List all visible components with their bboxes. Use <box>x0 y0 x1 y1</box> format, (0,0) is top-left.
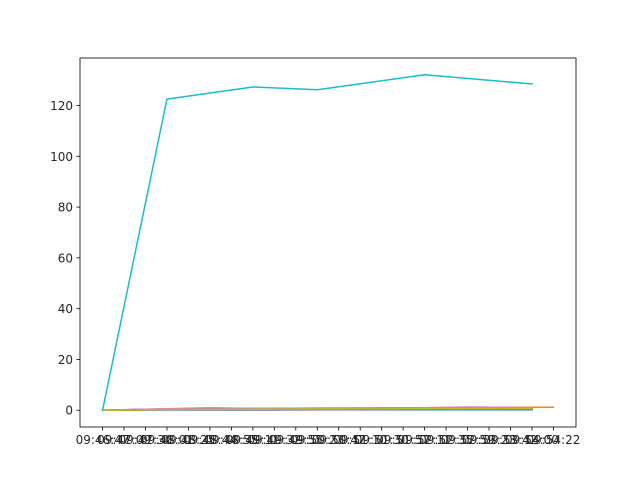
x-tick-label: 09:54:00 <box>505 433 559 447</box>
y-tick-label: 40 <box>58 302 73 316</box>
x-tick-label: 09:50:47 <box>312 433 366 447</box>
y-tick-label: 120 <box>50 99 73 113</box>
x-tick-label: 09:47:09 <box>97 433 151 447</box>
axes-layer: 02040608010012009:46:4709:47:0909:47:300… <box>50 57 581 447</box>
x-tick-label: 09:47:30 <box>119 433 173 447</box>
x-tick-label: 09:51:57 <box>376 433 430 447</box>
y-tick-label: 80 <box>58 201 73 215</box>
y-tick-label: 100 <box>50 150 73 164</box>
y-tick-label: 0 <box>65 404 73 418</box>
x-tick-label: 09:48:01 <box>140 433 194 447</box>
x-tick-label: 09:48:55 <box>204 433 258 447</box>
x-tick-label: 09:53:23 <box>462 433 516 447</box>
x-tick-label: 09:46:47 <box>76 433 130 447</box>
x-tick-label: 09:49:55 <box>269 433 323 447</box>
series-layer <box>101 74 555 412</box>
x-tick-label: 09:51:10 <box>333 433 387 447</box>
x-tick-label: 09:50:23 <box>290 433 344 447</box>
x-tick-label: 09:52:35 <box>419 433 473 447</box>
x-tick-label: 09:48:25 <box>161 433 215 447</box>
y-tick-label: 20 <box>58 353 73 367</box>
series-line-9 <box>101 74 533 412</box>
x-tick-label: 09:48:44 <box>183 433 237 447</box>
x-tick-label: 09:53:42 <box>484 433 538 447</box>
x-tick-label: 09:54:22 <box>527 433 581 447</box>
series-line-6 <box>101 406 533 412</box>
x-tick-label: 09:52:11 <box>398 433 452 447</box>
x-tick-label: 09:52:59 <box>441 433 495 447</box>
axes-frame <box>79 57 577 428</box>
x-tick-label: 09:49:32 <box>247 433 301 447</box>
x-tick-label: 09:49:11 <box>226 433 280 447</box>
y-tick-label: 60 <box>58 251 73 265</box>
series-line-8 <box>101 407 533 411</box>
x-tick-label: 09:51:30 <box>355 433 409 447</box>
